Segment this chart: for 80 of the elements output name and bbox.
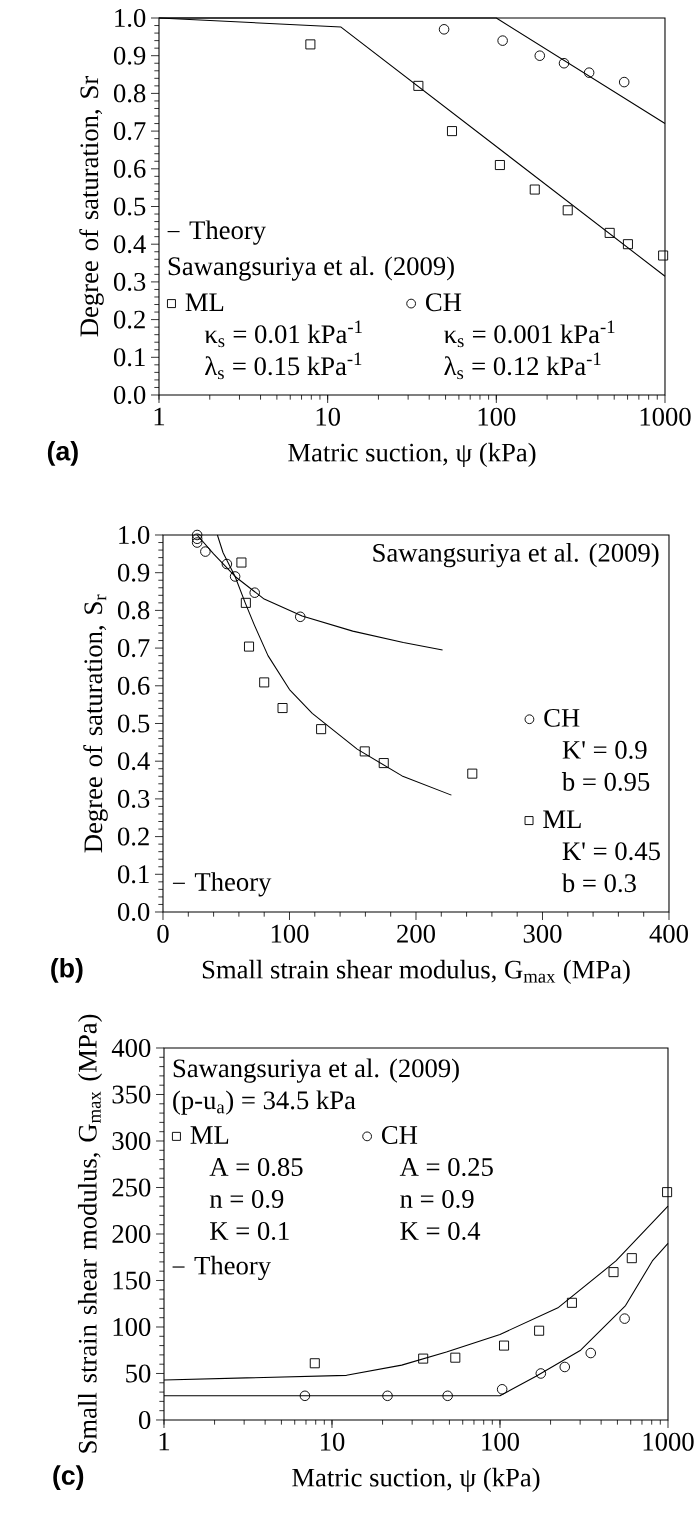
y-tick-label: 0.6 xyxy=(113,159,146,178)
y-tick-label: 1.0 xyxy=(115,8,146,28)
legend-label: Theory xyxy=(194,872,272,897)
legend-label: Theory xyxy=(194,1255,271,1281)
legend-label: CH xyxy=(544,708,580,727)
y-tick-label: 350 xyxy=(112,1085,151,1104)
annotation: K' = 0.45 xyxy=(562,842,660,861)
y-tick-label: 150 xyxy=(113,1271,151,1290)
y-tick-label: 0.7 xyxy=(117,639,150,658)
y-tick-label: 0.5 xyxy=(117,714,150,733)
x-tick-label: 1 xyxy=(159,1432,170,1451)
annotation: b = 0.3 xyxy=(561,873,636,893)
y-tick-label: 0.9 xyxy=(117,563,150,582)
annotation: λ$_{s}$ = 0.12 kPa$^{-1}$ xyxy=(444,352,601,380)
legend-label: Theory xyxy=(189,220,266,245)
y-tick-label: 0.7 xyxy=(113,122,146,141)
y-tick-label: 0.9 xyxy=(113,46,146,65)
x-axis-title: Matric suction, ψ (kPa) xyxy=(292,1467,540,1493)
y-tick-label: 0.0 xyxy=(117,902,150,922)
y-tick-label: 0.4 xyxy=(117,752,150,771)
x-tick-label: 400 xyxy=(649,924,688,943)
y-tick-label: 300 xyxy=(112,1131,151,1150)
annotation: κ$_{s}$ = 0.01 kPa$^{-1}$ xyxy=(204,320,362,348)
x-tick-label: 100 xyxy=(482,1432,519,1451)
annotation: (p-u$_{a}$) = 34.5 kPa xyxy=(173,1090,356,1115)
y-tick-label: 0.1 xyxy=(117,865,149,884)
y-tick-label: 50 xyxy=(126,1364,151,1383)
y-tick-label: 400 xyxy=(111,1039,151,1057)
y-tick-label: 250 xyxy=(112,1178,151,1197)
x-tick-label: 0 xyxy=(157,924,169,943)
annotation: K = 0.1 xyxy=(210,1221,289,1241)
legend-label: ML xyxy=(543,810,581,828)
y-tick-label: 0.8 xyxy=(113,84,146,103)
text: (a) xyxy=(47,441,78,466)
annotation: A = 0.85 xyxy=(209,1157,303,1177)
annotation: λ$_{s}$ = 0.15 kPa$^{-1}$ xyxy=(205,352,362,380)
x-tick-label: 1 xyxy=(154,407,165,426)
y-tick-label: 0.1 xyxy=(113,348,145,367)
y-tick-label: 100 xyxy=(113,1317,151,1336)
y-axis-title: Degree of saturation, S$_{r}$ xyxy=(83,594,108,853)
annotation: K' = 0.9 xyxy=(562,740,647,759)
annotation: n = 0.9 xyxy=(400,1189,474,1209)
annotation: κ$_{s}$ = 0.001 kPa$^{-1}$ xyxy=(444,320,615,348)
y-tick-label: 0.3 xyxy=(117,789,150,808)
text: (c) xyxy=(53,1465,84,1491)
legend-label: CH xyxy=(425,293,462,312)
y-tick-label: 0.5 xyxy=(113,197,146,216)
x-tick-label: 200 xyxy=(397,924,435,943)
text: (b) xyxy=(51,958,83,983)
legend-label: ML xyxy=(190,1126,229,1144)
x-tick-label: 100 xyxy=(478,407,516,426)
annotation: A = 0.25 xyxy=(399,1157,493,1177)
x-tick-label: 10 xyxy=(321,1432,345,1451)
annotation: K = 0.4 xyxy=(400,1221,481,1241)
y-tick-label: 200 xyxy=(112,1224,151,1243)
y-axis-title: Degree of saturation, Sr xyxy=(79,76,104,337)
legend-label: ML xyxy=(185,293,224,311)
y-tick-label: 0.2 xyxy=(117,827,149,846)
x-tick-label: 100 xyxy=(271,924,309,943)
y-tick-label: 0.4 xyxy=(113,235,146,254)
x-axis-title: Matric suction, ψ (kPa) xyxy=(288,442,536,468)
y-tick-label: 1.0 xyxy=(119,525,150,545)
x-tick-label: 1000 xyxy=(640,407,691,426)
annotation: b = 0.95 xyxy=(561,772,650,791)
y-tick-label: 0.6 xyxy=(117,676,150,695)
y-tick-label: 0.3 xyxy=(113,272,146,291)
x-tick-label: 1000 xyxy=(643,1432,694,1451)
y-tick-label: 0 xyxy=(139,1410,151,1429)
annotation: Sawangsuriya et al. (2009) xyxy=(168,256,454,281)
y-tick-label: 0.0 xyxy=(113,385,146,405)
y-axis-title: Small strain shear modulus, G$_{max}$ (MPa) xyxy=(77,1014,103,1453)
annotation: Sawangsuriya et al. (2009) xyxy=(173,1058,459,1083)
x-tick-label: 300 xyxy=(523,924,562,943)
y-tick-label: 0.8 xyxy=(117,601,150,620)
y-tick-label: 0.2 xyxy=(113,310,145,329)
x-axis-title: Small strain shear modulus, G$_{max}$ (MPa) xyxy=(202,959,630,985)
x-tick-label: 10 xyxy=(316,407,340,426)
legend-label: CH xyxy=(381,1126,418,1144)
annotation: Sawangsuriya et al. (2009) xyxy=(373,543,659,568)
annotation: n = 0.9 xyxy=(209,1189,284,1209)
